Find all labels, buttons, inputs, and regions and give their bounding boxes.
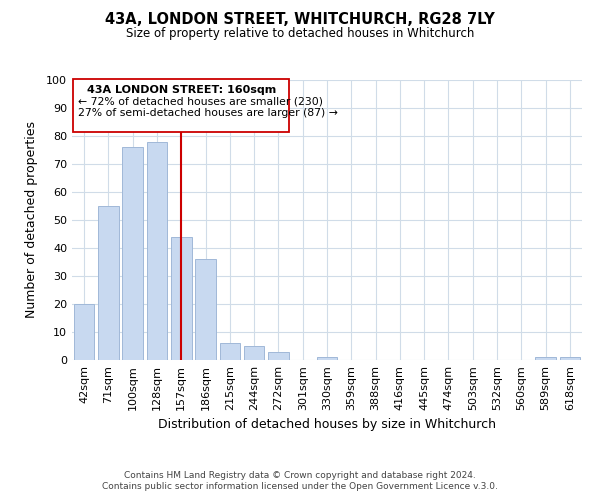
Y-axis label: Number of detached properties: Number of detached properties [25, 122, 38, 318]
X-axis label: Distribution of detached houses by size in Whitchurch: Distribution of detached houses by size … [158, 418, 496, 432]
Text: Size of property relative to detached houses in Whitchurch: Size of property relative to detached ho… [126, 28, 474, 40]
Text: Contains public sector information licensed under the Open Government Licence v.: Contains public sector information licen… [102, 482, 498, 491]
Text: 27% of semi-detached houses are larger (87) →: 27% of semi-detached houses are larger (… [78, 108, 338, 118]
Bar [244, 346, 265, 360]
Bar [171, 237, 191, 360]
Bar [73, 78, 289, 132]
Bar [317, 357, 337, 360]
Bar [535, 357, 556, 360]
Text: 43A, LONDON STREET, WHITCHURCH, RG28 7LY: 43A, LONDON STREET, WHITCHURCH, RG28 7LY [105, 12, 495, 28]
Bar [220, 343, 240, 360]
Bar [146, 142, 167, 360]
Bar [268, 352, 289, 360]
Text: ← 72% of detached houses are smaller (230): ← 72% of detached houses are smaller (23… [78, 96, 323, 106]
Bar [122, 147, 143, 360]
Text: Contains HM Land Registry data © Crown copyright and database right 2024.: Contains HM Land Registry data © Crown c… [124, 471, 476, 480]
Bar [74, 304, 94, 360]
Bar [560, 357, 580, 360]
Bar [98, 206, 119, 360]
Bar [195, 259, 216, 360]
Text: 43A LONDON STREET: 160sqm: 43A LONDON STREET: 160sqm [86, 85, 276, 95]
